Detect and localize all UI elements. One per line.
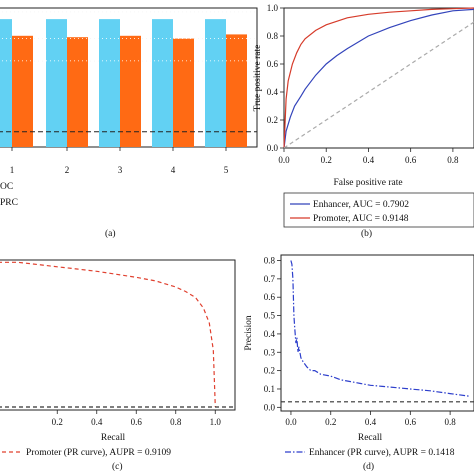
panel-b-ylabel: True positive rate [253, 45, 263, 112]
panel-b-xlabel: False positive rate [333, 178, 402, 188]
panel-a-bar-oc [0, 19, 12, 147]
panel-b-curve-0 [283, 8, 474, 149]
panel-c-xtick-label: 0.6 [131, 417, 143, 427]
panel-d-xtick-label: 0.6 [405, 417, 417, 427]
panel-b-reference-line [283, 21, 474, 149]
panel-b-xtick-label: 0.8 [447, 155, 459, 165]
panel-d-ytick-label: 0.4 [264, 329, 276, 339]
panel-d-xtick-label: 0.0 [285, 417, 297, 427]
panel-a-xtick-label: 5 [224, 165, 229, 175]
panel-c-xtick-label: 0.2 [52, 417, 63, 427]
panel-b-curve-1 [283, 7, 474, 149]
panel-a-bar-oc [205, 19, 226, 147]
panel-b-xtick-label: 0.4 [363, 155, 375, 165]
panel-a-bar-prc [173, 38, 194, 147]
panel-b-ytick-label: 0.2 [267, 115, 278, 125]
panel-d-xtick-label: 0.4 [365, 417, 377, 427]
panel-c-curve-0 [0, 261, 216, 408]
panel-b-label: (b) [361, 228, 372, 239]
panel-c-xtick-label: 0.4 [91, 417, 103, 427]
panel-d-ytick-label: 0.0 [264, 402, 276, 412]
panel-a-bar-oc [152, 19, 173, 147]
panel-a-bar-prc [226, 34, 247, 147]
panel-d-legend-enhancer: Enhancer (PR curve), AUPR = 0.1418 [309, 447, 455, 458]
panel-c-label: (c) [112, 461, 123, 472]
panel-a: 1 2 3 4 5 OC PRC (a) [0, 7, 258, 239]
panel-a-bar-oc [99, 19, 120, 147]
panel-c-legend-promoter: Promoter (PR curve), AUPR = 0.9109 [26, 447, 171, 458]
panel-d-ytick-label: 0.3 [264, 347, 276, 357]
panel-b-ytick-label: 1.0 [267, 3, 279, 13]
panel-d-label: (d) [363, 461, 374, 472]
panel-b-legend-enhancer: Enhancer, AUC = 0.7902 [313, 200, 409, 210]
panel-b-legend-box [283, 192, 474, 228]
panel-a-legend-prc: PRC [0, 198, 18, 208]
panel-d: 0.0 0.2 0.4 0.6 0.8 0.0 0.1 0.2 0.3 0.4 0.5 0.6 0.7 0… [244, 254, 474, 472]
panel-d-xtick-label: 0.8 [444, 417, 456, 427]
panel-b: 0.0 0.2 0.4 0.6 0.8 0.0 0.2 0.4 0.6 0.8 1.0 False … [253, 3, 474, 239]
panel-d-ytick-label: 0.1 [264, 384, 275, 394]
panel-d-ylabel: Precision [244, 315, 254, 351]
panel-b-plot-area [283, 7, 474, 149]
panel-b-legend-promoter: Promoter, AUC = 0.9148 [313, 214, 409, 224]
panel-c: 0.2 0.4 0.6 0.8 1.0 Recall Promoter (PR curv… [0, 259, 236, 472]
panel-a-xtick-label: 3 [118, 165, 123, 175]
panel-c-xlabel: Recall [101, 433, 126, 443]
panel-b-ytick-label: 0.8 [267, 31, 279, 41]
panel-b-ytick-label: 0.4 [267, 87, 279, 97]
panel-b-xtick-label: 0.0 [278, 155, 290, 165]
panel-d-xtick-label: 0.2 [325, 417, 336, 427]
panel-d-ytick-label: 0.5 [264, 311, 276, 321]
panel-c-plot-area [0, 259, 236, 411]
panel-b-ytick-label: 0.6 [267, 59, 279, 69]
panel-a-xtick-label: 1 [10, 165, 15, 175]
panel-a-bar-prc [12, 35, 33, 147]
panel-a-bar-prc [120, 35, 141, 147]
panel-d-ytick-label: 0.6 [264, 292, 276, 302]
panel-d-xlabel: Recall [358, 433, 383, 443]
panel-a-legend-oc: OC [0, 182, 13, 192]
panel-a-bar-oc [46, 19, 67, 147]
panel-d-plot-area [280, 254, 474, 412]
panel-d-ytick-label: 0.7 [264, 274, 276, 284]
panel-d-ytick-label: 0.2 [264, 366, 275, 376]
panel-c-xtick-label: 1.0 [210, 417, 222, 427]
panel-d-curve-0 [290, 260, 471, 397]
panel-a-bar-prc [67, 37, 88, 147]
panel-b-ytick-label: 0.0 [267, 143, 279, 153]
panel-c-xtick-label: 0.8 [170, 417, 182, 427]
panel-a-xtick-label: 4 [171, 165, 176, 175]
panel-b-xtick-label: 0.2 [321, 155, 332, 165]
panel-b-xtick-label: 0.6 [405, 155, 417, 165]
panel-d-ytick-label: 0.8 [264, 256, 276, 266]
panel-a-xtick-label: 2 [65, 165, 70, 175]
panel-a-label: (a) [105, 228, 116, 239]
